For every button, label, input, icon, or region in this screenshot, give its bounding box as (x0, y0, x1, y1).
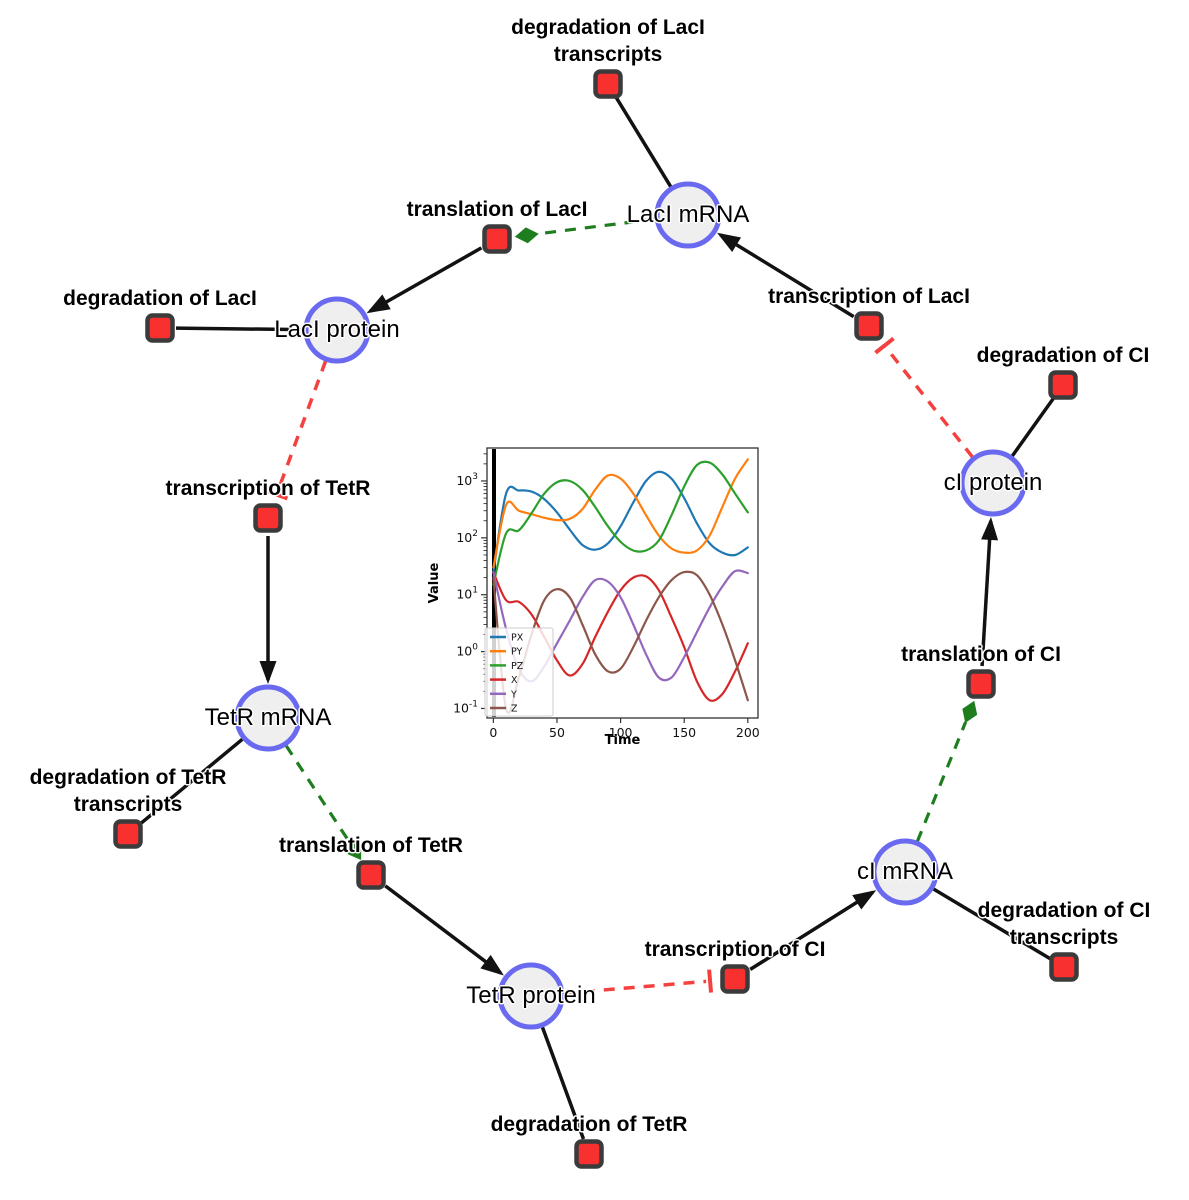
y-tick-label: 101 (456, 586, 478, 602)
axes-frame (486, 447, 759, 719)
modifier-diamond-icon (347, 839, 362, 860)
inhibition-bar-icon (874, 336, 895, 355)
y-axis-label: Value (427, 562, 442, 603)
edge-transl_tetr-tetr_protein (384, 884, 502, 975)
edge-laci_protein-deg_laci (175, 326, 305, 332)
edge-ci_mrna-deg_ci_tx (932, 887, 1052, 961)
reaction-node-deg_tetr[interactable] (574, 1139, 604, 1169)
reaction-node-deg_laci[interactable] (145, 313, 175, 343)
x-tick-label: 150 (672, 725, 696, 740)
legend-label-Y: Y (510, 689, 517, 700)
species-node-ci_protein[interactable] (959, 449, 1027, 517)
reaction-node-deg_tetr_tx[interactable] (113, 819, 143, 849)
legend-label-PZ: PZ (511, 661, 524, 672)
reaction-node-transl_ci[interactable] (966, 669, 996, 699)
inhibition-bar-icon (707, 969, 714, 993)
x-tick-label: 200 (736, 725, 760, 740)
y-tick-label: 102 (456, 529, 478, 545)
edge-ci_mrna-transl_ci (915, 721, 968, 843)
edge-laci_protein-txn_tetr (276, 360, 328, 492)
arrowhead-icon (259, 661, 277, 684)
curve-PY (492, 458, 749, 569)
y-tick-label: 10-1 (453, 699, 478, 715)
edge-tetr_mrna-transl_tetr (284, 744, 350, 842)
x-tick-label: 0 (489, 725, 497, 740)
species-node-ci_mrna[interactable] (871, 838, 939, 906)
x-axis-label: Time (605, 733, 641, 748)
arrowhead-icon (366, 294, 391, 314)
reaction-node-transl_tetr[interactable] (356, 860, 386, 890)
reaction-node-transl_laci[interactable] (482, 224, 512, 254)
plot-svg: 0 50 100 150 200 10-1 100 101 102 103 Time Value PX P… (427, 447, 760, 748)
y-tick-label: 100 (456, 643, 478, 659)
edge-laci_mrna-deg_laci_tx (614, 96, 673, 188)
reaction-node-deg_laci_tx[interactable] (593, 69, 623, 99)
arrowhead-icon (716, 232, 742, 253)
time-course-plot: 0 50 100 150 200 10-1 100 101 102 103 Time Value PX P… (427, 432, 767, 758)
reaction-node-deg_ci[interactable] (1048, 370, 1078, 400)
reaction-node-txn_laci[interactable] (854, 311, 884, 341)
edge-tetr_mrna-deg_tetr_tx (139, 737, 244, 826)
x-tick-label: 50 (549, 725, 565, 740)
edge-ci_protein-txn_laci (885, 347, 974, 459)
arrowhead-icon (981, 516, 999, 541)
arrowhead-icon (852, 890, 877, 910)
y-tick-label: 103 (456, 472, 478, 488)
edge-ci_protein-deg_ci (1010, 397, 1056, 458)
curve-PX (492, 470, 749, 574)
reaction-node-deg_ci_tx[interactable] (1049, 952, 1079, 982)
legend-label-PX: PX (511, 633, 524, 644)
arrowhead-icon (480, 954, 504, 976)
modifier-diamond-icon (962, 700, 978, 723)
modifier-diamond-icon (514, 227, 539, 244)
species-node-tetr_protein[interactable] (497, 962, 565, 1030)
species-node-laci_protein[interactable] (303, 296, 371, 364)
edge-txn_ci-ci_mrna (749, 890, 874, 971)
legend-label-Z: Z (511, 704, 518, 715)
reaction-node-txn_tetr[interactable] (253, 503, 283, 533)
inhibition-bar-icon (265, 488, 289, 501)
curve-PZ (492, 460, 749, 586)
legend-label-PY: PY (511, 647, 523, 658)
species-node-tetr_mrna[interactable] (234, 684, 302, 752)
edge-tetr_protein-txn_ci (563, 979, 707, 996)
edge-transl_laci-laci_protein (369, 246, 483, 313)
edge-txn_laci-laci_mrna (719, 233, 855, 319)
edge-laci_mrna-transl_laci (537, 217, 656, 236)
reaction-node-txn_ci[interactable] (720, 964, 750, 994)
x-tick-label: 100 (609, 725, 633, 740)
edge-tetr_protein-deg_tetr (540, 1026, 586, 1140)
edge-transl_ci-ci_protein (980, 520, 993, 667)
species-node-laci_mrna[interactable] (654, 181, 722, 249)
legend-label-X: X (511, 675, 518, 686)
